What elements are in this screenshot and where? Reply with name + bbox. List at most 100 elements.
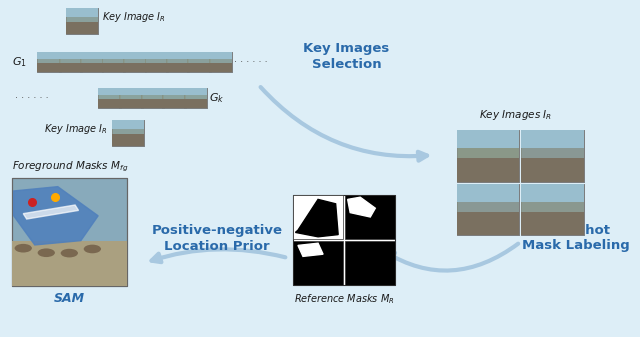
Bar — [457, 130, 520, 148]
Bar — [209, 52, 232, 72]
Bar — [37, 52, 61, 72]
Bar — [162, 95, 186, 99]
Bar — [522, 184, 584, 235]
Text: · · · · · ·: · · · · · · — [234, 57, 268, 67]
Bar — [166, 59, 189, 63]
Bar — [522, 212, 584, 235]
Bar — [119, 88, 143, 108]
Bar — [522, 202, 584, 212]
Bar — [119, 99, 143, 108]
Bar — [37, 63, 61, 72]
Bar — [345, 195, 396, 239]
Bar — [188, 52, 211, 59]
Bar — [141, 99, 164, 108]
Bar — [59, 63, 82, 72]
Text: Key Image $I_R$: Key Image $I_R$ — [102, 10, 165, 24]
Bar — [112, 120, 143, 146]
Bar — [457, 184, 520, 202]
Text: Key Image $I_R$: Key Image $I_R$ — [44, 122, 108, 136]
Bar — [37, 52, 61, 72]
Bar — [457, 130, 520, 182]
Text: Positive-negative
Location Prior: Positive-negative Location Prior — [151, 224, 282, 253]
Bar — [209, 52, 232, 72]
Text: Reference Masks $M_R$: Reference Masks $M_R$ — [294, 292, 394, 306]
Bar — [67, 17, 98, 22]
Bar — [37, 59, 61, 63]
Bar — [457, 184, 520, 235]
Bar — [166, 63, 189, 72]
Bar — [145, 52, 168, 72]
Bar — [522, 130, 584, 148]
Bar — [141, 88, 164, 95]
Polygon shape — [298, 243, 323, 256]
Bar — [293, 195, 343, 239]
Polygon shape — [23, 205, 79, 219]
Bar — [102, 59, 125, 63]
Bar — [112, 120, 143, 129]
Bar — [102, 52, 125, 59]
Bar — [188, 59, 211, 63]
Bar — [112, 134, 143, 146]
Bar — [102, 52, 125, 72]
Bar — [123, 59, 147, 63]
Bar — [119, 88, 143, 95]
Bar — [12, 241, 127, 286]
Bar — [184, 88, 207, 95]
Bar — [67, 22, 98, 34]
Bar — [80, 59, 104, 63]
Bar — [59, 52, 82, 59]
Bar — [123, 52, 147, 72]
Bar — [457, 158, 520, 182]
Bar — [119, 88, 143, 108]
Bar — [145, 52, 168, 59]
Bar — [37, 52, 61, 59]
Bar — [123, 52, 147, 59]
Text: · · · · · ·: · · · · · · — [15, 93, 48, 103]
Text: Key Images $I_R$: Key Images $I_R$ — [479, 108, 552, 122]
Bar — [457, 202, 520, 212]
Bar — [166, 52, 189, 72]
Bar — [457, 130, 520, 182]
Bar — [59, 59, 82, 63]
Bar — [67, 8, 98, 34]
Bar — [98, 99, 121, 108]
Bar — [209, 63, 232, 72]
Bar — [141, 95, 164, 99]
Bar — [184, 99, 207, 108]
Bar — [188, 63, 211, 72]
Bar — [522, 158, 584, 182]
Bar — [522, 184, 584, 235]
Bar — [209, 59, 232, 63]
Bar — [209, 52, 232, 59]
Bar — [188, 52, 211, 72]
Bar — [293, 241, 343, 285]
Bar — [59, 52, 82, 72]
Bar — [141, 88, 164, 108]
Ellipse shape — [61, 249, 78, 257]
Bar — [457, 184, 520, 235]
Bar — [145, 63, 168, 72]
Bar — [98, 88, 121, 95]
Text: SAM: SAM — [54, 292, 85, 305]
Bar — [59, 52, 82, 72]
Bar — [162, 88, 186, 108]
Bar — [184, 88, 207, 108]
Bar — [123, 52, 147, 72]
Text: Few-Shot
Mask Labeling: Few-Shot Mask Labeling — [522, 223, 630, 252]
Bar — [188, 52, 211, 72]
Bar — [162, 99, 186, 108]
Bar — [457, 212, 520, 235]
Bar — [293, 195, 396, 285]
Bar — [98, 95, 121, 99]
Ellipse shape — [84, 245, 101, 253]
Text: $G_1$: $G_1$ — [12, 55, 27, 69]
Polygon shape — [348, 197, 375, 217]
Polygon shape — [296, 200, 338, 237]
Ellipse shape — [38, 248, 55, 257]
Bar — [112, 129, 143, 134]
Bar — [522, 148, 584, 158]
Bar — [102, 52, 125, 72]
Bar — [80, 52, 104, 72]
Bar — [522, 184, 584, 202]
Bar — [80, 52, 104, 72]
